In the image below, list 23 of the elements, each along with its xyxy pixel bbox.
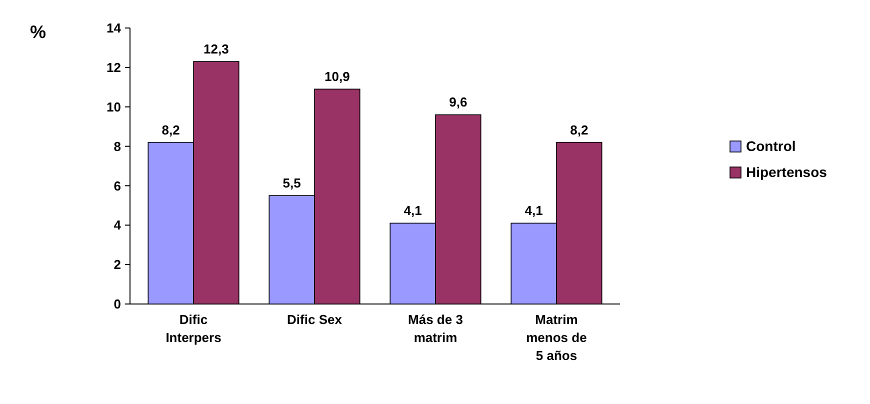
- data-label: 8,2: [162, 122, 180, 138]
- y-tick-label: 14: [106, 20, 122, 36]
- y-tick-label: 0: [114, 296, 121, 312]
- x-tick-label: Dific Sex: [287, 312, 343, 327]
- legend-label: Control: [746, 138, 796, 154]
- y-tick-label: 6: [114, 178, 121, 194]
- y-tick-label: 4: [114, 218, 122, 233]
- data-label: 10,9: [324, 69, 350, 84]
- x-tick-label: Dific Interpers: [166, 312, 222, 345]
- y-tick-label: 10: [106, 99, 121, 114]
- data-label: 8,2: [570, 122, 588, 138]
- y-tick-label: 12: [106, 60, 121, 75]
- y-tick-label: 2: [114, 257, 121, 272]
- data-label: 12,3: [204, 42, 229, 57]
- y-axis-title: %: [30, 22, 46, 42]
- x-tick-label: Más de 3 matrim: [408, 312, 463, 345]
- data-label: 9,6: [449, 94, 468, 110]
- data-label: 4,1: [524, 203, 543, 218]
- data-label: 5,5: [282, 176, 301, 191]
- x-tick-label: Matrim menos de 5 años: [526, 312, 587, 363]
- data-label: 4,1: [404, 203, 422, 218]
- legend-label: Hipertensos: [746, 164, 828, 180]
- y-tick-label: 8: [114, 138, 121, 154]
